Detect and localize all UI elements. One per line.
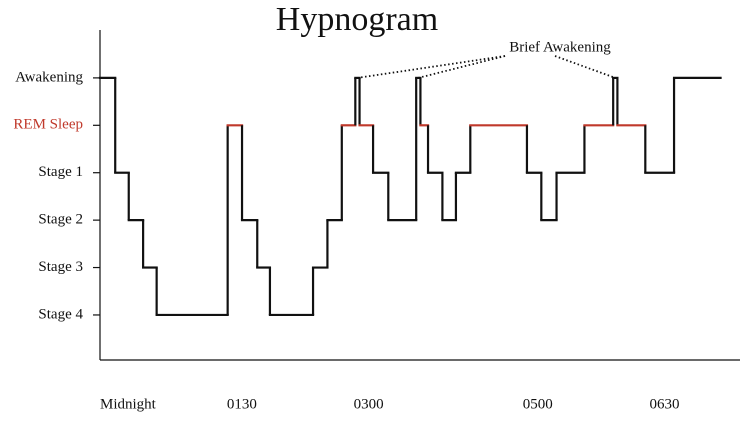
x-tick-label: 0630 xyxy=(650,396,680,412)
y-tick-label: Stage 4 xyxy=(38,306,83,322)
x-tick-label: Midnight xyxy=(100,396,157,412)
y-tick-label: Stage 2 xyxy=(38,212,83,228)
y-tick-label: Stage 3 xyxy=(38,259,83,275)
annotation-pointer xyxy=(418,55,506,79)
annotation: Brief Awakening xyxy=(509,39,611,55)
x-tick-label: 0300 xyxy=(354,396,384,412)
x-tick-label: 0130 xyxy=(227,396,257,412)
chart-title: Hypnogram xyxy=(276,1,438,38)
annotation-pointer xyxy=(554,55,616,79)
y-tick-label: Awakening xyxy=(15,69,83,85)
y-tick-label: Stage 1 xyxy=(38,164,83,180)
annotation-pointer xyxy=(357,55,506,79)
x-tick-label: 0500 xyxy=(523,396,553,412)
y-tick-label: REM Sleep xyxy=(13,117,83,133)
